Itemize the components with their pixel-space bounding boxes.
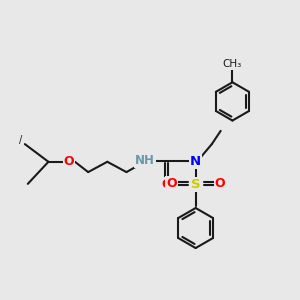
Text: NH: NH xyxy=(135,154,155,167)
Text: O: O xyxy=(166,177,176,190)
Text: O: O xyxy=(161,178,172,191)
Text: S: S xyxy=(191,178,200,191)
Text: N: N xyxy=(190,155,201,168)
Text: O: O xyxy=(215,177,225,190)
Text: /: / xyxy=(19,135,22,145)
Text: CH₃: CH₃ xyxy=(223,59,242,69)
Text: O: O xyxy=(64,155,74,168)
